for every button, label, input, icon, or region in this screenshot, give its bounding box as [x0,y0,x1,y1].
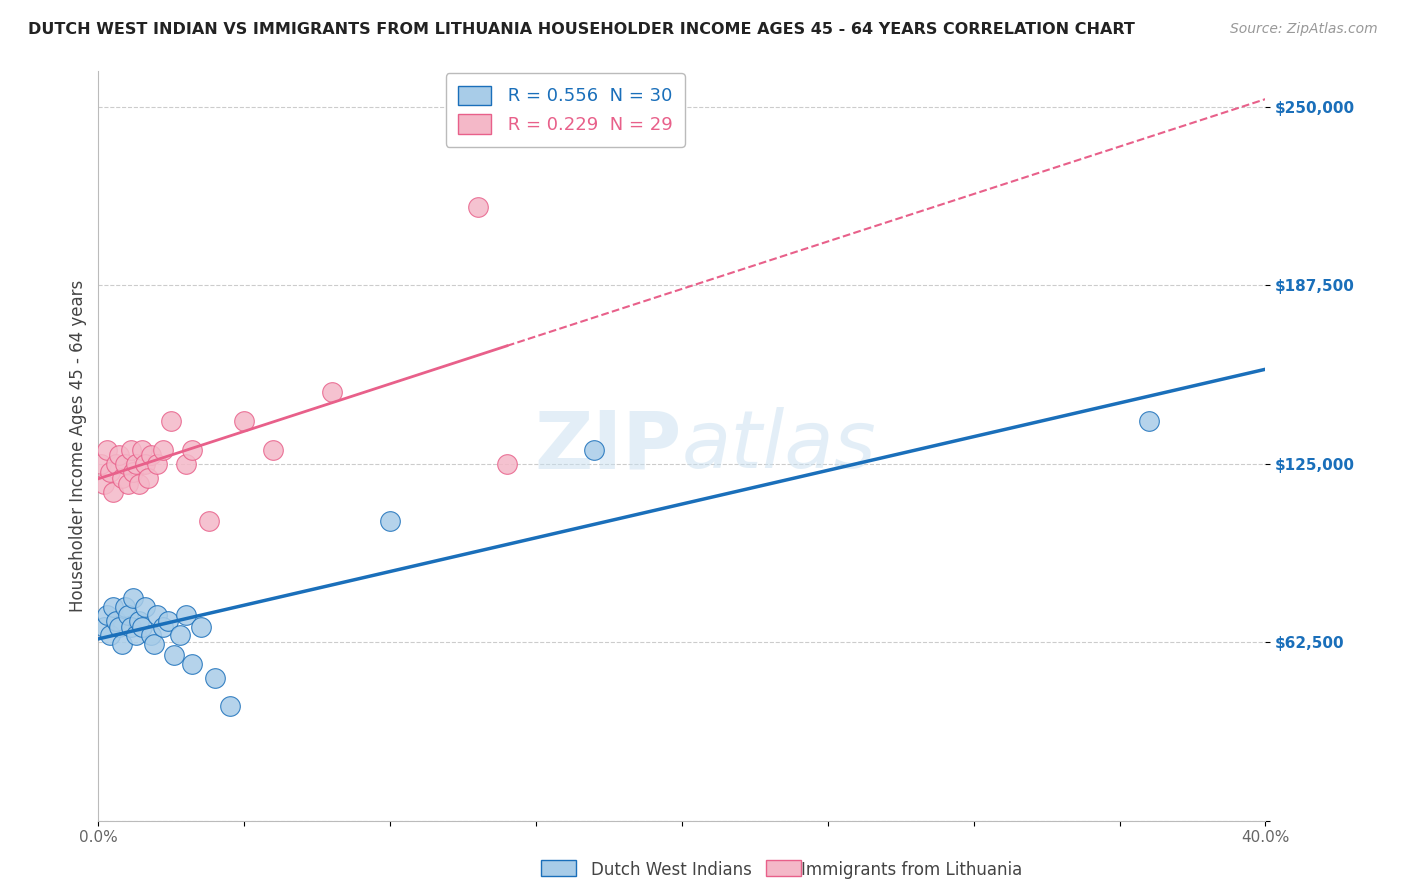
Point [204,671,226,685]
Point [134,457,156,471]
Point [128,614,150,628]
Point [1137,414,1160,428]
Point [122,466,145,480]
Point [104,614,127,628]
Point [169,628,191,642]
Point [131,442,153,457]
Point [146,457,169,471]
Point [93,619,115,633]
Point [583,442,606,457]
Point [380,514,402,528]
Point [139,448,162,462]
Point [101,485,124,500]
Text: DUTCH WEST INDIAN VS IMMIGRANTS FROM LITHUANIA HOUSEHOLDER INCOME AGES 45 - 64 Y: DUTCH WEST INDIAN VS IMMIGRANTS FROM LIT… [28,22,1135,37]
Text: Source: ZipAtlas.com: Source: ZipAtlas.com [1230,22,1378,37]
Point [111,637,134,651]
Point [120,619,142,633]
Point [117,476,139,491]
Point [120,442,142,457]
Point [152,442,174,457]
Point [467,200,489,214]
Point [198,514,221,528]
Text: atlas: atlas [682,407,877,485]
Y-axis label: Householder Income Ages 45 - 64 years: Householder Income Ages 45 - 64 years [69,280,87,612]
Text: Immigrants from Lithuania: Immigrants from Lithuania [801,861,1022,879]
Text: Dutch West Indians: Dutch West Indians [591,861,751,879]
Point [152,619,174,633]
Point [157,614,180,628]
Bar [766,860,801,876]
Point [142,637,165,651]
Point [98,466,121,480]
Point [90,457,112,471]
Point [108,448,131,462]
Point [111,471,134,485]
Point [101,599,124,614]
Point [128,476,150,491]
Point [321,385,343,400]
Point [96,442,118,457]
Point [190,619,212,633]
Point [136,471,159,485]
Point [108,619,131,633]
Point [122,591,145,605]
Point [114,599,136,614]
Point [139,628,162,642]
Point [180,442,202,457]
Point [125,628,148,642]
Point [496,457,519,471]
Point [98,628,121,642]
Point [233,414,256,428]
Point [131,619,153,633]
Point [96,608,118,623]
Point [93,476,115,491]
Point [114,457,136,471]
Text: ZIP: ZIP [534,407,682,485]
Point [174,457,197,471]
Point [262,442,284,457]
Bar [541,860,576,876]
Point [160,414,183,428]
Point [125,457,148,471]
Point [163,648,186,662]
Point [146,608,169,623]
Point [218,699,240,714]
Point [104,457,127,471]
Point [134,599,156,614]
Point [174,608,197,623]
Point [117,608,139,623]
Legend:  R = 0.556  N = 30,  R = 0.229  N = 29: R = 0.556 N = 30, R = 0.229 N = 29 [446,73,685,147]
Point [180,657,202,671]
